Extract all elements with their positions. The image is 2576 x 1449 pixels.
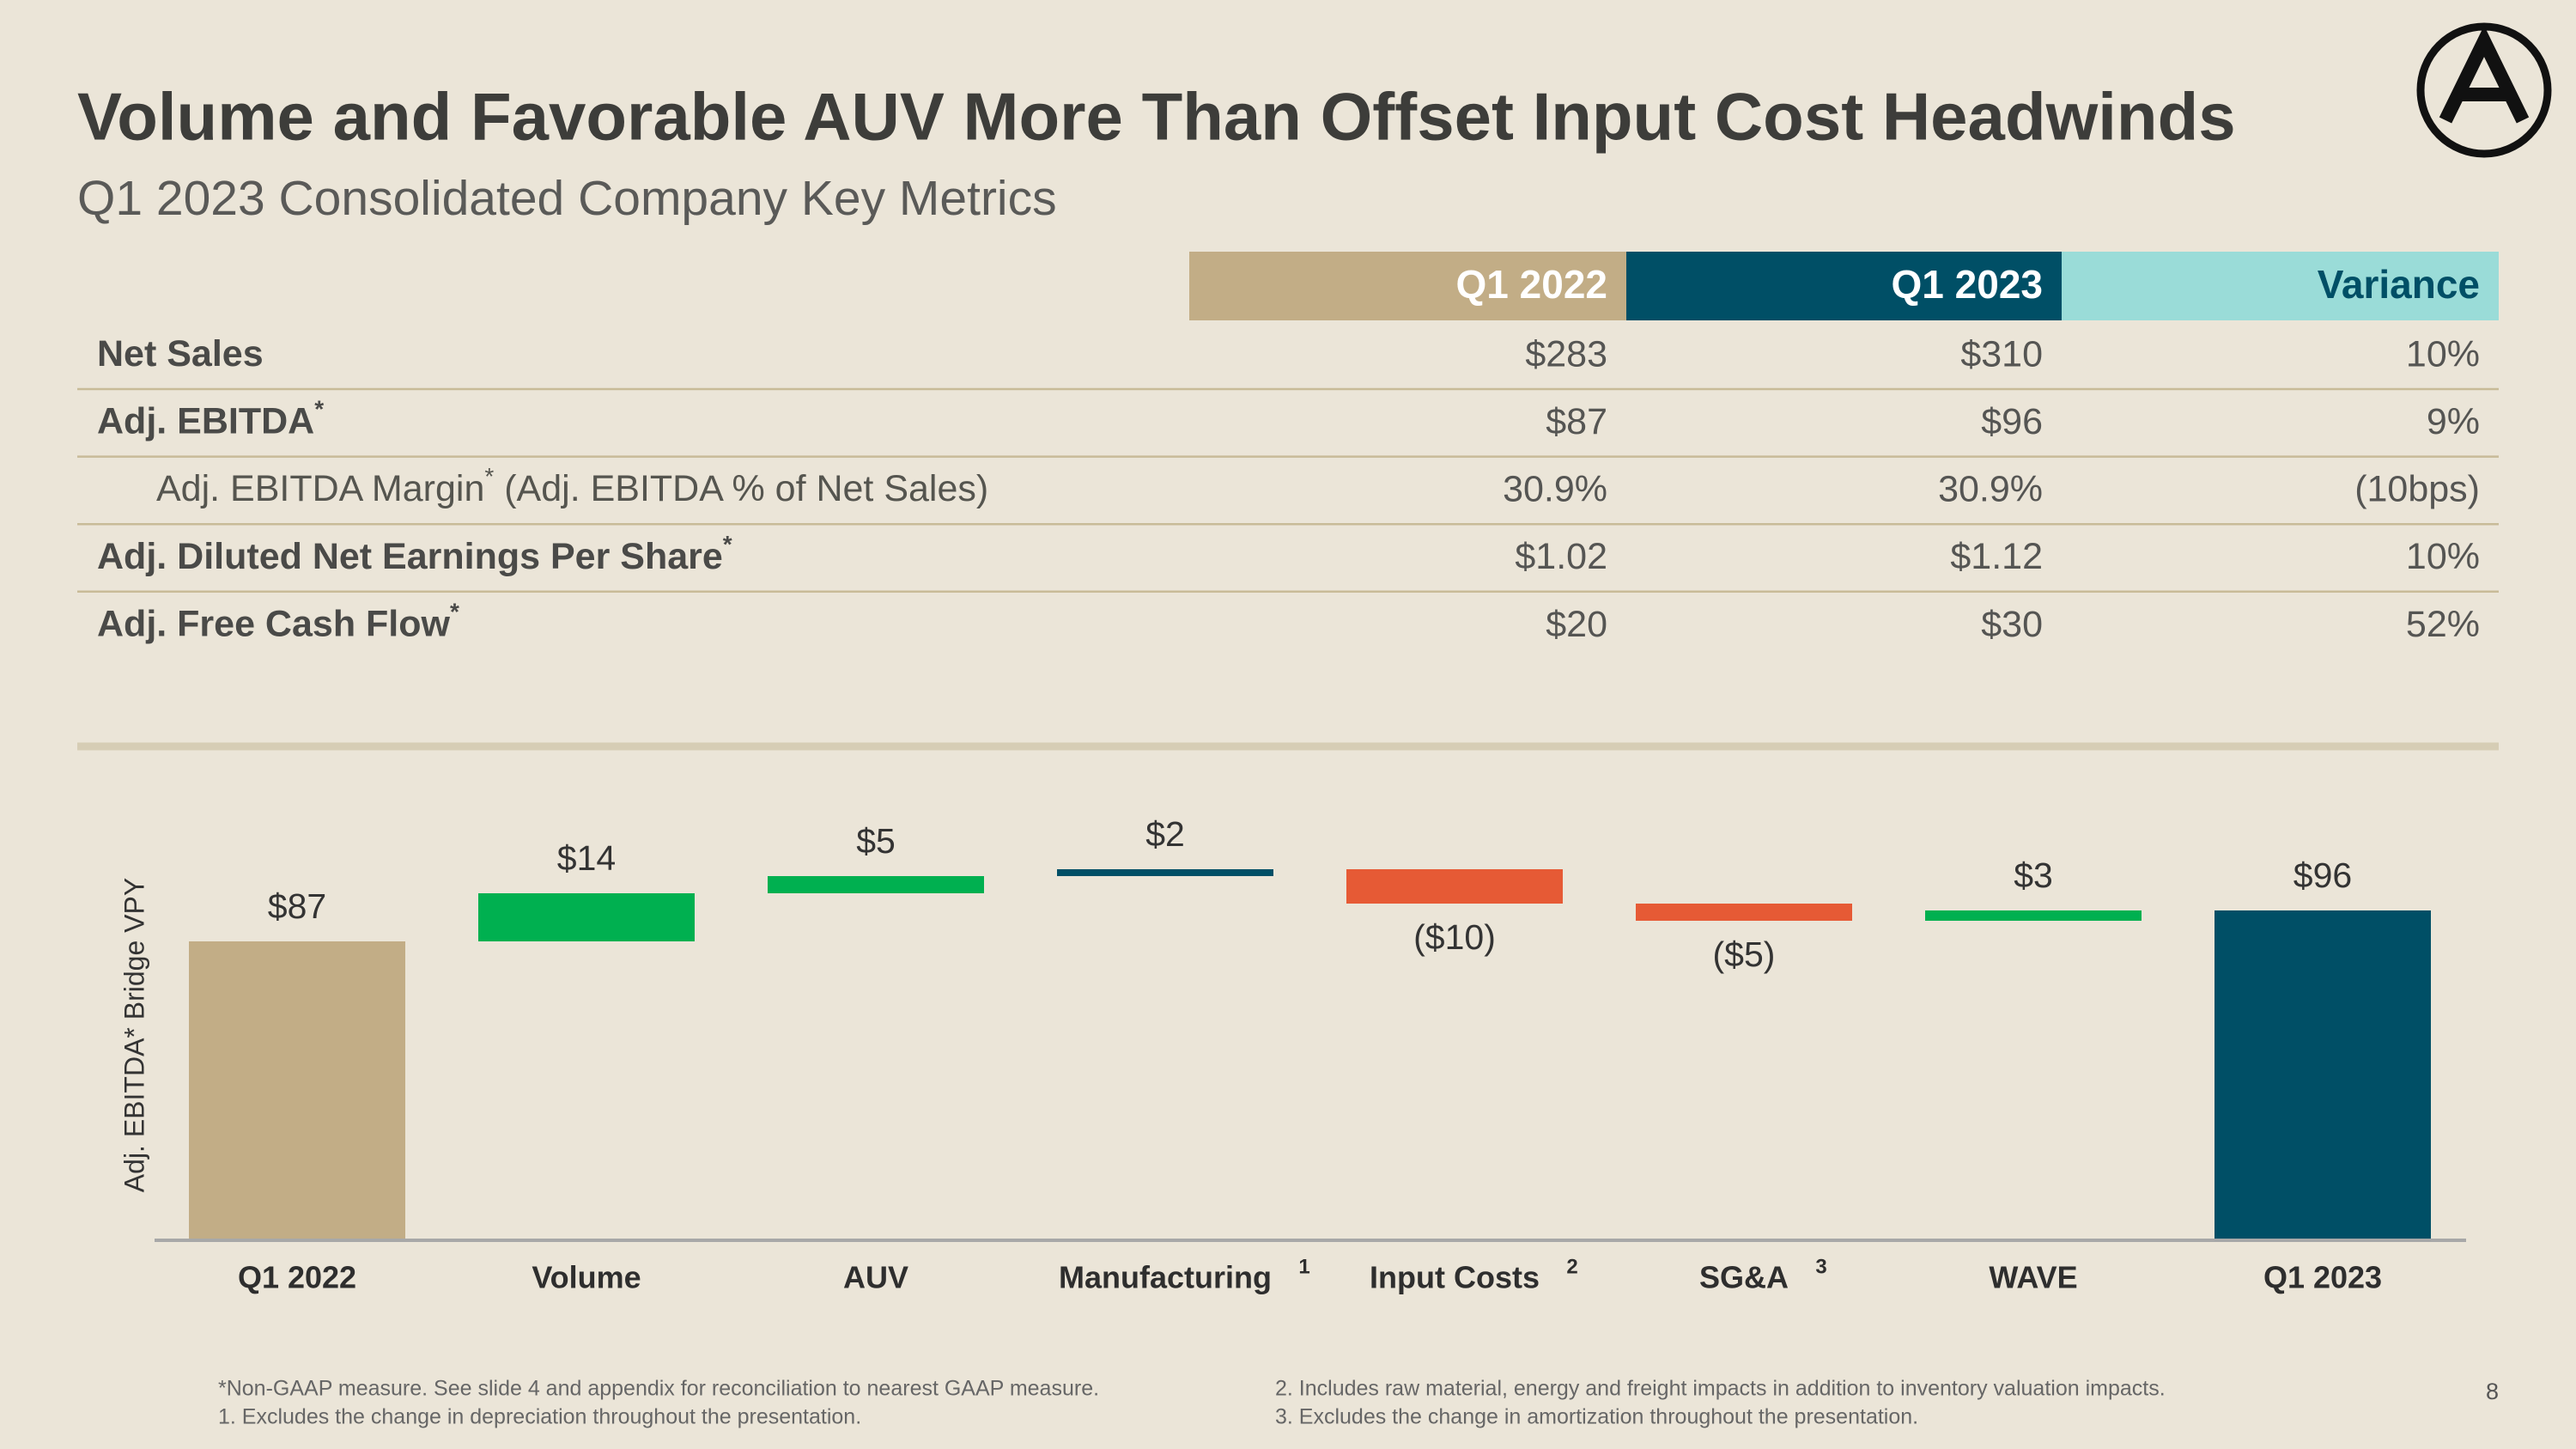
x-tick-label: AUV: [843, 1260, 908, 1295]
footnote: 3. Excludes the change in amortization t…: [1275, 1405, 1918, 1429]
table-cell: 30.9%: [1938, 469, 2043, 510]
row-label-note: *: [314, 395, 324, 422]
column-header-bg: [1626, 252, 2062, 320]
bar: [1057, 869, 1273, 876]
x-tick-label: WAVE: [1989, 1260, 2077, 1295]
column-header: Q1 2022: [1456, 262, 1607, 307]
row-label-text: Adj. Diluted Net Earnings Per Share: [97, 536, 723, 577]
x-tick-label: Input Costs: [1370, 1260, 1540, 1295]
x-tick-label: Volume: [532, 1260, 641, 1295]
page-number: 8: [2486, 1379, 2499, 1404]
column-header-bg: [1189, 252, 1626, 320]
table-cell: 30.9%: [1503, 469, 1607, 510]
table-cell: $1.02: [1515, 536, 1607, 577]
row-label: Adj. Diluted Net Earnings Per Share*: [97, 531, 732, 577]
column-header-bg: [2062, 252, 2499, 320]
logo: [2416, 22, 2552, 158]
row-label-suffix: (Adj. EBITDA % of Net Sales): [494, 469, 988, 510]
value-label: $3: [2014, 855, 2053, 895]
x-tick-label: SG&A: [1699, 1260, 1789, 1295]
x-tick-label: Q1 2023: [2263, 1260, 2382, 1295]
x-tick-note: 1: [1298, 1255, 1309, 1278]
row-label: Adj. EBITDA Margin* (Adj. EBITDA % of Ne…: [156, 463, 988, 509]
value-label: ($10): [1413, 917, 1496, 957]
footnote: 1. Excludes the change in depreciation t…: [218, 1405, 861, 1429]
table-cell: $87: [1546, 401, 1607, 442]
bar: [1925, 910, 2142, 921]
value-label: $14: [557, 838, 616, 878]
row-label-text: Adj. EBITDA: [97, 401, 314, 442]
value-label: $5: [856, 821, 896, 861]
value-label: ($5): [1713, 935, 1776, 974]
subtitle: Q1 2023 Consolidated Company Key Metrics: [77, 171, 1057, 226]
x-tick-note: 3: [1815, 1255, 1826, 1278]
footnote: 2. Includes raw material, energy and fre…: [1275, 1377, 2166, 1401]
row-label-text: Adj. Free Cash Flow: [97, 604, 451, 645]
bar: [1346, 869, 1563, 904]
x-tick-label: Q1 2022: [238, 1260, 356, 1295]
row-label: Adj. EBITDA*: [97, 395, 324, 441]
table-cell: $1.12: [1950, 536, 2043, 577]
x-tick-note: 2: [1566, 1255, 1577, 1278]
bar: [189, 941, 405, 1240]
logo-letter: [2439, 25, 2530, 124]
value-label: $87: [268, 886, 326, 926]
value-label: $2: [1145, 814, 1185, 854]
table-cell: $283: [1525, 333, 1607, 374]
row-label-note: *: [723, 531, 732, 557]
row-label: Net Sales: [97, 333, 264, 374]
row-label-text: Net Sales: [97, 333, 264, 374]
bar: [2215, 910, 2431, 1240]
table-cell: 10%: [2406, 536, 2480, 577]
table-cell: 9%: [2427, 401, 2480, 442]
table-cell: $20: [1546, 604, 1607, 645]
column-header: Variance: [2318, 262, 2480, 307]
column-header: Q1 2023: [1892, 262, 2043, 307]
bar: [478, 893, 695, 941]
row-label: Adj. Free Cash Flow*: [97, 598, 459, 644]
bar: [1636, 904, 1852, 921]
value-label: $96: [2293, 855, 2352, 895]
table-cell: $30: [1981, 604, 2043, 645]
table-cell: $96: [1981, 401, 2043, 442]
y-axis-label: Adj. EBITDA* Bridge VPY: [118, 878, 149, 1192]
row-label-note: *: [450, 598, 459, 624]
table-cell: $310: [1960, 333, 2043, 374]
footnote: *Non-GAAP measure. See slide 4 and appen…: [218, 1377, 1099, 1401]
x-tick-label: Manufacturing: [1059, 1260, 1272, 1295]
table-cell: (10bps): [2354, 469, 2480, 510]
title: Volume and Favorable AUV More Than Offse…: [77, 79, 2236, 155]
table-cell: 52%: [2406, 604, 2480, 645]
row-label-text: Adj. EBITDA Margin: [156, 469, 484, 510]
bar: [768, 876, 984, 893]
row-label-note: *: [484, 463, 494, 490]
table-cell: 10%: [2406, 333, 2480, 374]
